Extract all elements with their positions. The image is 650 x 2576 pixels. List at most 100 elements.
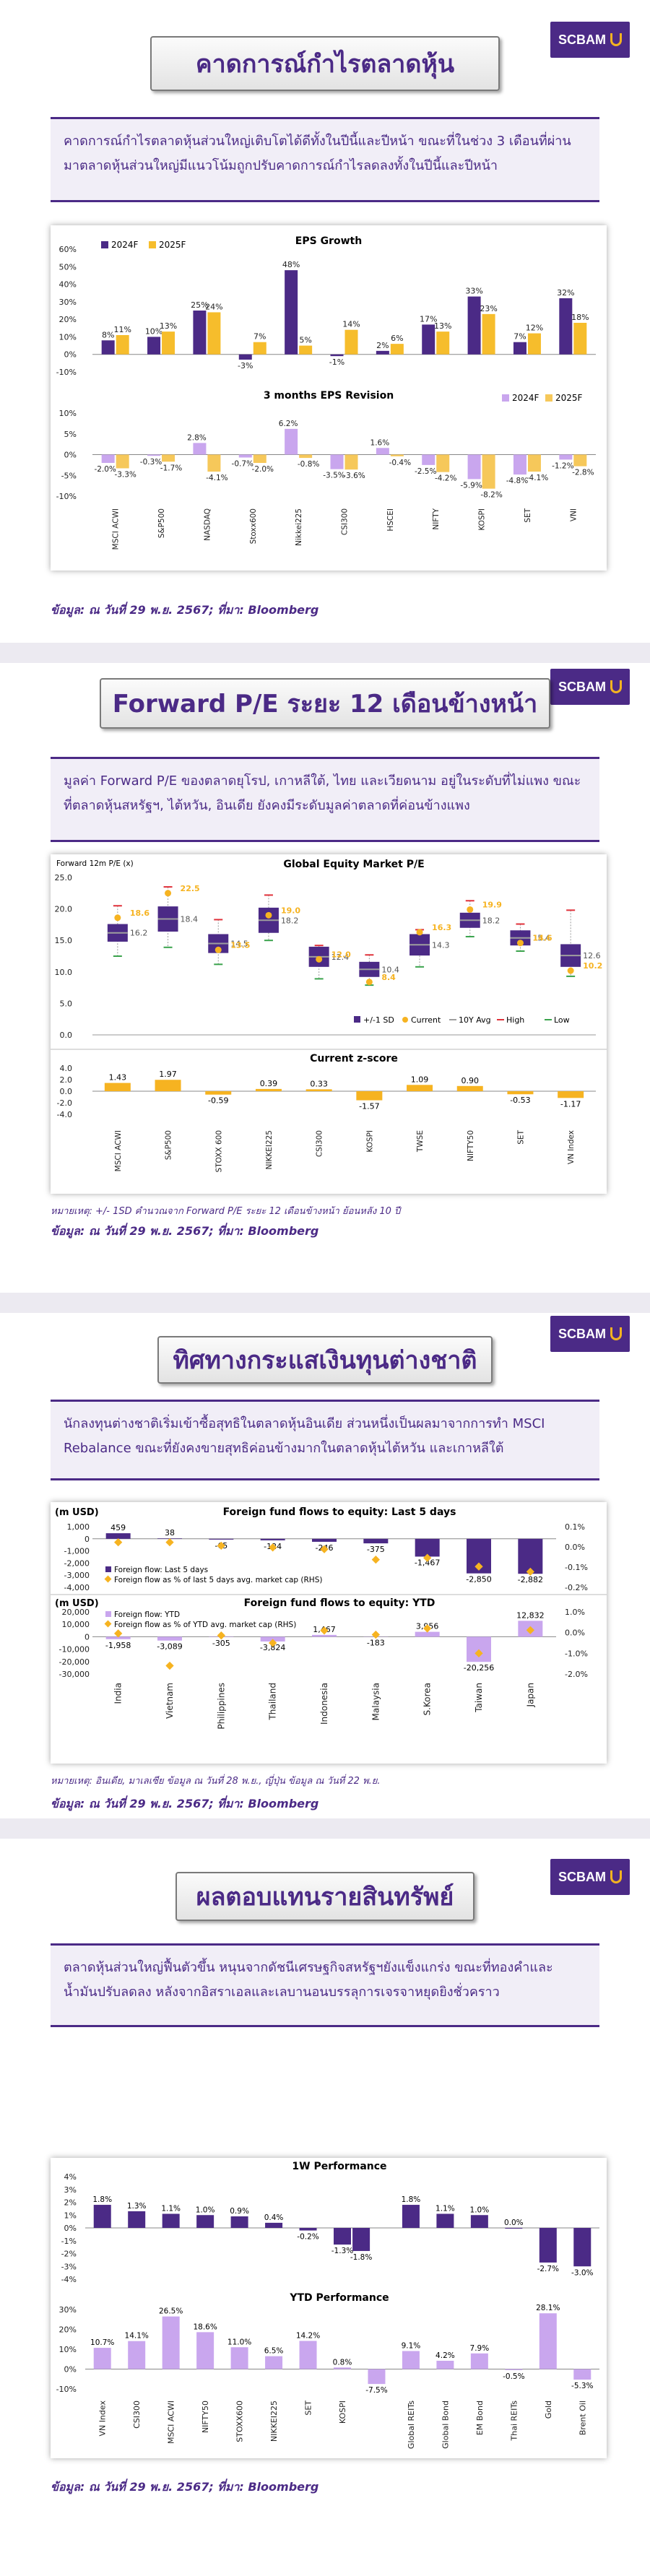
x-tick-label: Indonesia bbox=[319, 1683, 329, 1725]
x-tick-label: Philippines bbox=[216, 1683, 226, 1730]
x-tick-label: Brent Oil bbox=[578, 2401, 587, 2435]
data-label: -2.0% bbox=[94, 465, 116, 474]
chart-title: Current z-score bbox=[310, 1053, 398, 1064]
return-bar bbox=[368, 2369, 386, 2385]
y-tick-label: -5% bbox=[61, 471, 77, 480]
bar-2025F bbox=[527, 333, 541, 355]
legend-swatch bbox=[354, 1016, 360, 1023]
y-tick-label: 10,000 bbox=[62, 1620, 90, 1629]
flow-bar bbox=[105, 1533, 131, 1539]
bar-2024F bbox=[513, 454, 526, 475]
bar-2024F bbox=[467, 296, 481, 355]
bar-2025F bbox=[436, 454, 450, 472]
x-tick-label: Stoxx600 bbox=[249, 508, 258, 544]
y-tick-label: 0.0 bbox=[60, 1031, 73, 1040]
return-bar bbox=[470, 2353, 488, 2369]
data-label: -0.7% bbox=[232, 460, 254, 469]
flow-bar bbox=[157, 1636, 182, 1641]
y2-tick-label: -0.1% bbox=[565, 1563, 588, 1572]
zscore-bar bbox=[407, 1085, 433, 1091]
y-tick-label: 0% bbox=[64, 2224, 77, 2233]
data-label: 1.6% bbox=[370, 438, 390, 447]
logo-text: SCBAM bbox=[558, 679, 606, 694]
return-bar bbox=[436, 2213, 454, 2228]
bar-2025F bbox=[482, 454, 495, 489]
data-label: -1.17 bbox=[560, 1099, 581, 1109]
x-tick-label: MSCI ACWI bbox=[112, 508, 121, 550]
chart-title: Foreign fund flows to equity: Last 5 day… bbox=[223, 1506, 456, 1518]
data-label: 10% bbox=[145, 326, 162, 336]
x-tick-label: Malaysia bbox=[370, 1683, 381, 1720]
data-label: -2.5% bbox=[415, 467, 436, 476]
zscore-bar bbox=[255, 1088, 282, 1091]
avg-label: 12.6 bbox=[583, 951, 601, 960]
data-label: 13% bbox=[434, 321, 451, 331]
pct-marker bbox=[269, 1543, 277, 1552]
return-bar bbox=[265, 2356, 283, 2369]
y-axis-label: (m USD) bbox=[55, 1598, 99, 1609]
pe-chart-card: Forward 12m P/E (x) Global Equity Market … bbox=[51, 854, 607, 1194]
y-tick-label: 10% bbox=[59, 409, 77, 418]
x-tick-label: CSI300 bbox=[316, 1130, 324, 1157]
current-marker bbox=[316, 955, 323, 963]
legend-label: Current bbox=[411, 1015, 441, 1025]
x-tick-label: Vietnam bbox=[165, 1683, 175, 1719]
data-label: 18.6% bbox=[193, 2323, 217, 2331]
data-label: 1.1% bbox=[161, 2204, 181, 2213]
x-tick-label: NIKKEI225 bbox=[265, 1130, 274, 1170]
return-bar bbox=[299, 2228, 317, 2231]
y-tick-label: 0 bbox=[84, 1535, 90, 1544]
logo-text: SCBAM bbox=[558, 1326, 606, 1341]
flow-bar bbox=[209, 1538, 234, 1540]
y-tick-label: 30% bbox=[59, 298, 77, 307]
zscore-bar bbox=[456, 1085, 483, 1091]
section-flows: SCBAM ทิศทางกระแสเงินทุนต่างชาติ นักลงทุ… bbox=[0, 1313, 650, 1818]
bar-2024F bbox=[559, 298, 573, 355]
data-label: 18% bbox=[571, 313, 589, 322]
y2-tick-label: -2.0% bbox=[565, 1670, 588, 1679]
y-tick-label: -30,000 bbox=[59, 1670, 90, 1679]
y-tick-label: -2% bbox=[61, 2250, 77, 2259]
x-tick-label: S.Korea bbox=[422, 1683, 433, 1715]
data-label: -1.3% bbox=[332, 2247, 353, 2255]
data-label: 0.4% bbox=[264, 2213, 284, 2222]
x-tick-label: KOSPI bbox=[365, 1130, 374, 1153]
flow-bar bbox=[260, 1538, 285, 1540]
legend-swatch bbox=[105, 1566, 111, 1572]
y-tick-label: 0% bbox=[64, 350, 77, 360]
y-tick-label: 10% bbox=[59, 2345, 77, 2354]
data-label: 1.09 bbox=[411, 1075, 429, 1084]
return-bar bbox=[352, 2228, 370, 2251]
avg-label: 10.4 bbox=[381, 965, 399, 974]
bar-2025F bbox=[527, 454, 541, 472]
x-tick-label: Global Bond bbox=[441, 2401, 450, 2449]
footnote: หมายเหตุ: อินเดีย, มาเลเซีย ข้อมูล ณ วัน… bbox=[51, 1776, 381, 1787]
data-label: -1.2% bbox=[552, 461, 573, 470]
y-tick-label: 20.0 bbox=[55, 905, 73, 914]
bar-2024F bbox=[193, 443, 207, 455]
bar-2025F bbox=[299, 454, 313, 459]
flows-chart-card: (m USD) Foreign fund flows to equity: Las… bbox=[51, 1502, 607, 1764]
data-label: -4.8% bbox=[506, 477, 528, 485]
section-title: คาดการณ์กำไรตลาดหุ้น bbox=[150, 36, 500, 91]
legend-label: +/-1 SD bbox=[363, 1015, 394, 1025]
pct-marker bbox=[114, 1629, 123, 1638]
bar-2025F bbox=[253, 342, 266, 355]
logo-mark-icon bbox=[610, 1870, 622, 1883]
zscore-bar bbox=[558, 1091, 584, 1098]
data-label: -0.5% bbox=[503, 2372, 524, 2381]
bar-2025F bbox=[207, 312, 221, 355]
y-tick-label: -10% bbox=[56, 492, 77, 501]
x-tick-label: VNI bbox=[569, 508, 578, 521]
x-tick-label: Japan bbox=[525, 1683, 535, 1707]
legend-label: Foreign flow: YTD bbox=[114, 1610, 180, 1619]
legend-label: 10Y Avg bbox=[459, 1015, 491, 1025]
data-label: 26.5% bbox=[159, 2307, 183, 2316]
data-label: 9.1% bbox=[402, 2341, 421, 2350]
data-label: 1.1% bbox=[436, 2204, 455, 2213]
x-tick-label: SET bbox=[304, 2401, 313, 2416]
section-eps: SCBAM คาดการณ์กำไรตลาดหุ้น คาดการณ์กำไรต… bbox=[0, 0, 650, 643]
return-bar bbox=[128, 2211, 146, 2228]
returns-charts-svg: 1W Performance -4% -3% -2% -1% 0% 1% 2% 3% 4% 1.8%… bbox=[56, 2161, 599, 2449]
x-tick-label: Global REITs bbox=[407, 2401, 416, 2449]
